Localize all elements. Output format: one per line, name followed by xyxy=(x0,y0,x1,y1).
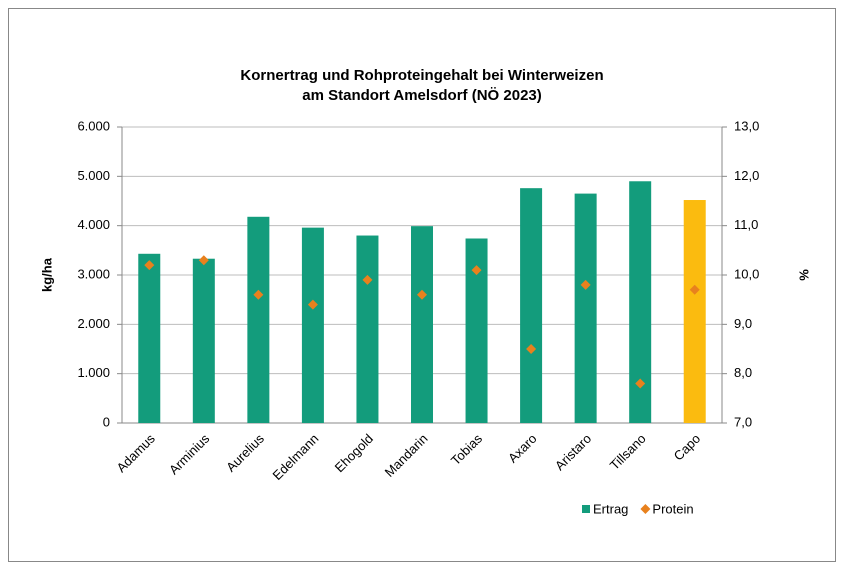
y2-tick-label: 12,0 xyxy=(734,168,759,183)
bar xyxy=(192,258,215,423)
y-tick-label: 2.000 xyxy=(77,316,110,331)
bar xyxy=(247,216,270,423)
y2-tick-label: 10,0 xyxy=(734,266,759,281)
y-tick-label: 3.000 xyxy=(77,266,110,281)
protein-point xyxy=(417,289,427,300)
y2-tick-label: 11,0 xyxy=(734,217,758,232)
bar xyxy=(356,235,379,423)
protein-point xyxy=(689,284,700,295)
y-tick-label: 4.000 xyxy=(77,217,110,232)
bar xyxy=(301,227,324,423)
y2-axis-label: % xyxy=(796,269,811,281)
protein-point xyxy=(471,265,482,276)
y-tick-label: 0 xyxy=(103,414,110,429)
bar xyxy=(520,188,543,423)
legend-label: Ertrag xyxy=(593,501,628,516)
protein-point xyxy=(580,279,591,290)
y-tick-label: 5.000 xyxy=(77,168,110,183)
bar xyxy=(574,193,597,423)
y2-tick-label: 7,0 xyxy=(734,414,752,429)
protein-point xyxy=(635,378,646,389)
protein-point xyxy=(253,289,264,300)
bar xyxy=(411,226,433,423)
chart-title: Kornertrag und Rohproteingehalt bei Wint… xyxy=(240,67,603,84)
chart-subtitle: am Standort Amelsdorf (NÖ 2023) xyxy=(302,87,542,104)
legend-swatch xyxy=(582,505,590,513)
legend-label: Protein xyxy=(652,501,693,516)
y-axis-label: kg/ha xyxy=(39,257,54,292)
y2-tick-label: 8,0 xyxy=(734,365,752,380)
y2-tick-label: 9,0 xyxy=(734,316,752,331)
bar xyxy=(465,238,488,423)
y-tick-label: 1.000 xyxy=(77,365,110,380)
protein-point xyxy=(307,299,318,310)
bar xyxy=(683,200,706,423)
protein-point xyxy=(144,260,155,271)
legend-swatch xyxy=(640,504,651,514)
bar xyxy=(138,253,161,423)
y-tick-label: 6.000 xyxy=(77,118,110,133)
protein-point xyxy=(198,255,209,266)
y2-tick-label: 13,0 xyxy=(734,118,759,133)
protein-point xyxy=(362,274,373,285)
bar xyxy=(629,181,652,423)
protein-point xyxy=(526,344,537,354)
